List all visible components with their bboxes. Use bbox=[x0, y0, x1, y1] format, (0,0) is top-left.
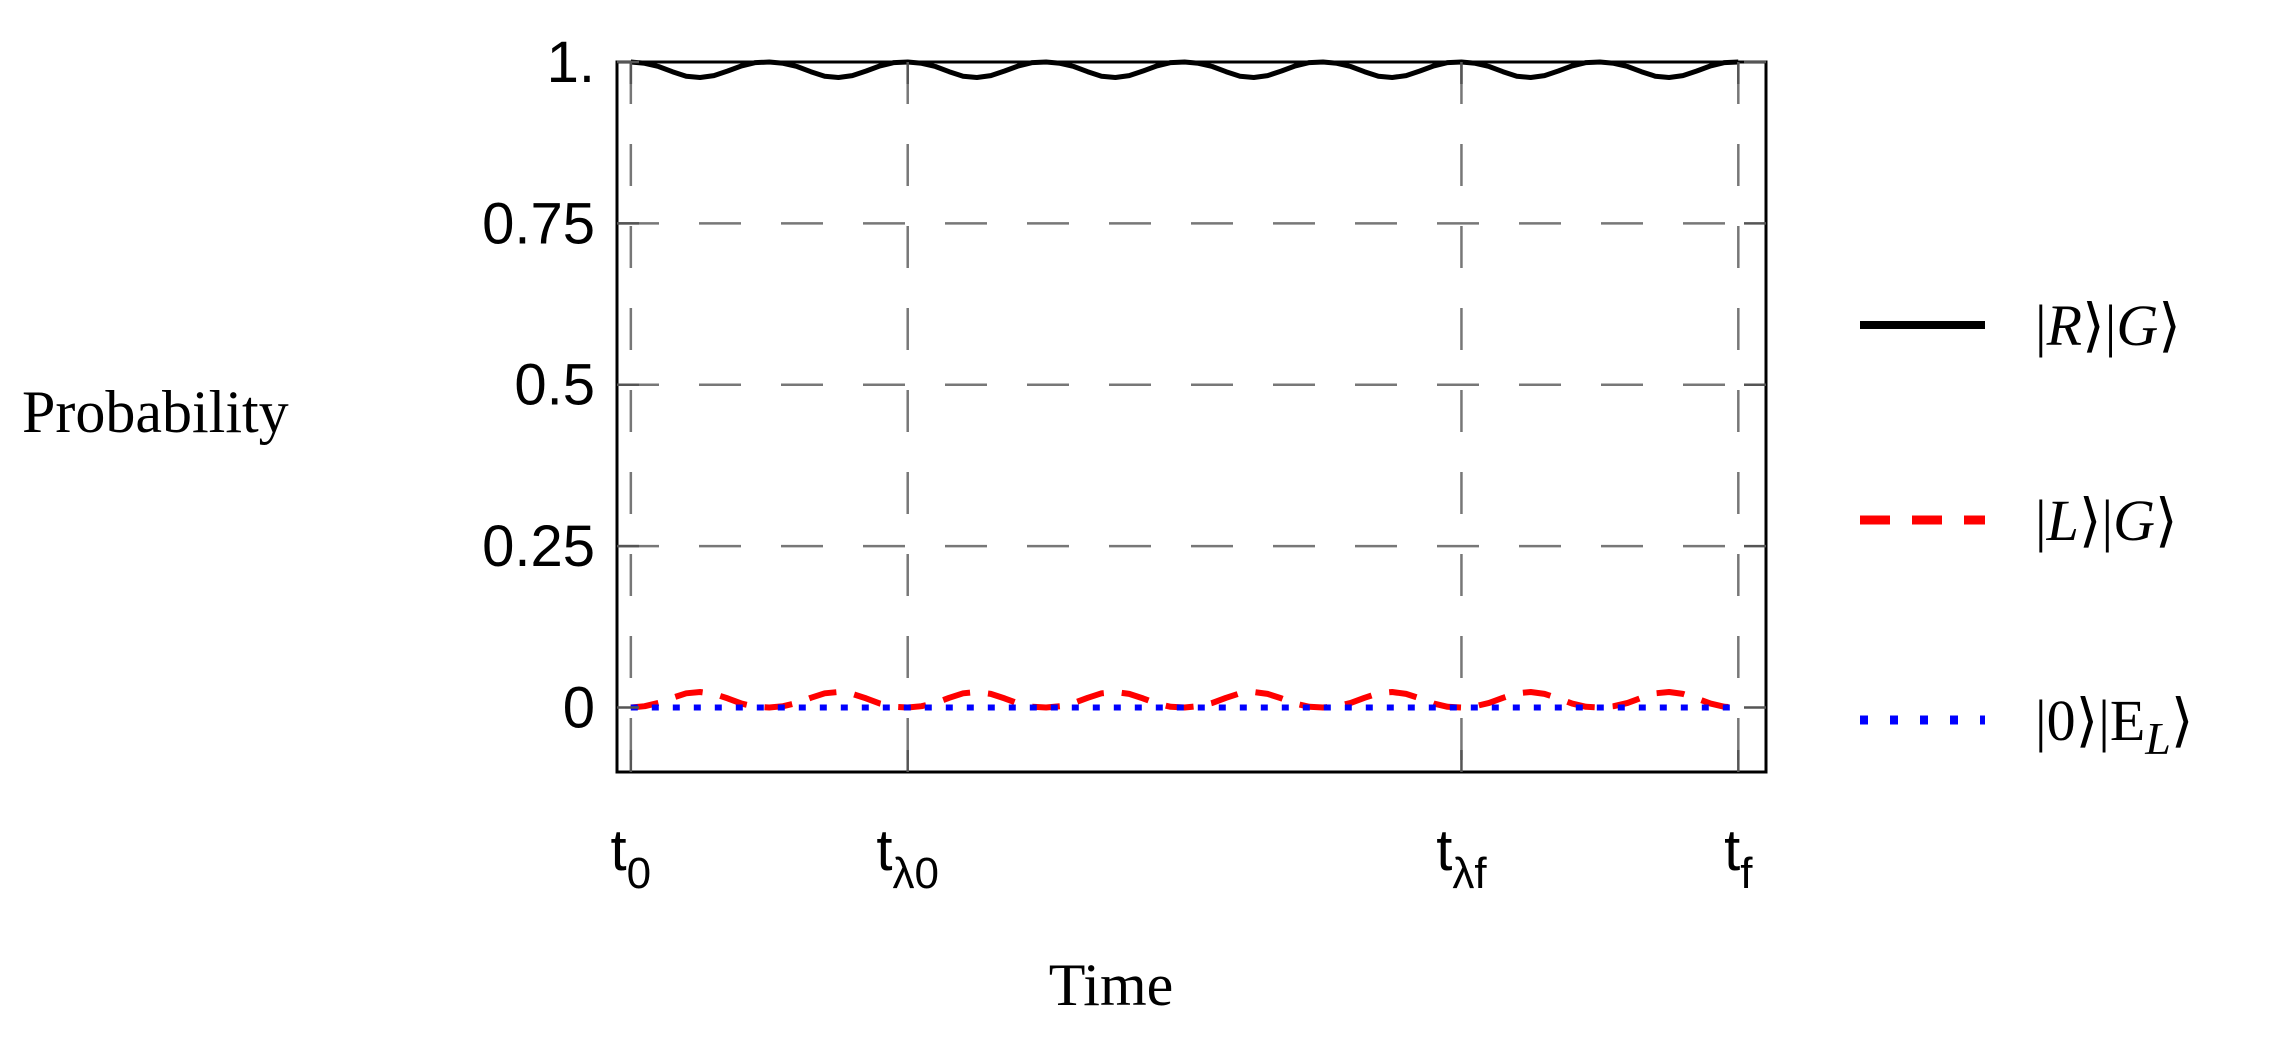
series-line-1 bbox=[630, 59, 1739, 80]
plot-frame bbox=[615, 60, 1768, 774]
y-tick-label: 0.25 bbox=[482, 514, 595, 579]
grid-lines bbox=[617, 62, 1766, 772]
y-tick-label: 0 bbox=[563, 675, 595, 740]
y-tick-label: 0.75 bbox=[482, 191, 595, 256]
tick-layer: 1. 0.75 0.5 0.25 0 t0 tλ0 tλf tf bbox=[482, 30, 1766, 898]
legend-label-2: |L⟩|G⟩ bbox=[2035, 488, 2178, 553]
y-tick-label: 0.5 bbox=[514, 353, 595, 418]
legend-label-1: |R⟩|G⟩ bbox=[2035, 293, 2181, 358]
y-axis-title: Probability bbox=[22, 379, 289, 445]
x-tick-label: t0 bbox=[611, 818, 652, 898]
x-tick-label: tf bbox=[1724, 818, 1753, 898]
x-tick-label: tλ0 bbox=[876, 818, 939, 898]
legend: |R⟩|G⟩ |L⟩|G⟩ |0⟩|EL⟩ bbox=[1860, 293, 2194, 764]
x-axis-title: Time bbox=[1049, 952, 1174, 1018]
series-line-2 bbox=[630, 689, 1739, 711]
y-tick-label: 1. bbox=[547, 30, 595, 95]
x-tick-label: tλf bbox=[1436, 818, 1487, 898]
legend-label-3: |0⟩|EL⟩ bbox=[2035, 688, 2194, 764]
